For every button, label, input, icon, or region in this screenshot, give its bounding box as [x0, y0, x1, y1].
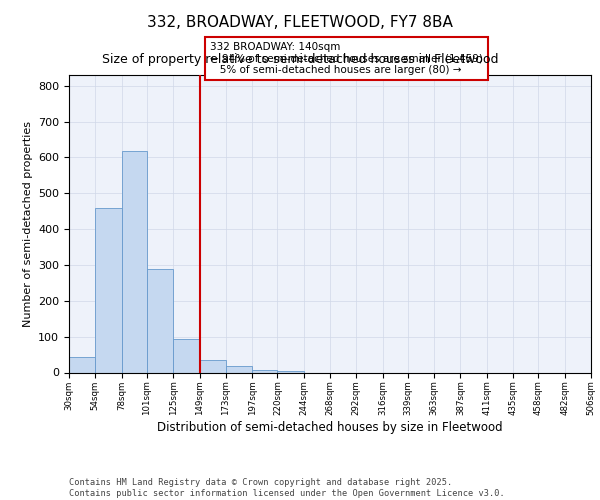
X-axis label: Distribution of semi-detached houses by size in Fleetwood: Distribution of semi-detached houses by …	[157, 420, 503, 434]
Bar	[173, 339, 199, 372]
Bar	[69, 358, 95, 372]
Bar	[277, 371, 304, 372]
Text: 332 BROADWAY: 140sqm
← 94% of semi-detached houses are smaller (1,459)
   5% of : 332 BROADWAY: 140sqm ← 94% of semi-detac…	[210, 42, 483, 75]
Bar	[199, 360, 226, 372]
Bar	[122, 152, 147, 372]
Y-axis label: Number of semi-detached properties: Number of semi-detached properties	[23, 120, 32, 327]
Bar	[226, 366, 252, 372]
Bar	[147, 268, 173, 372]
Text: 332, BROADWAY, FLEETWOOD, FY7 8BA: 332, BROADWAY, FLEETWOOD, FY7 8BA	[147, 15, 453, 30]
Bar	[95, 208, 122, 372]
Bar	[252, 370, 277, 372]
Text: Contains HM Land Registry data © Crown copyright and database right 2025.
Contai: Contains HM Land Registry data © Crown c…	[69, 478, 505, 498]
Text: Size of property relative to semi-detached houses in Fleetwood: Size of property relative to semi-detach…	[102, 52, 498, 66]
